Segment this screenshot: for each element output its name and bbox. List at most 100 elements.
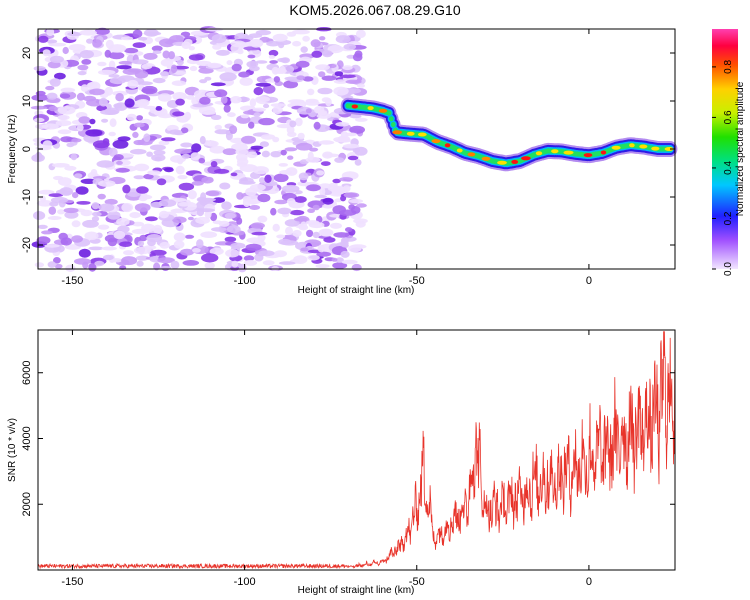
spectrogram-noise-blob xyxy=(137,240,145,247)
spectrogram-noise-blob xyxy=(231,260,239,268)
spectrogram-noise-blob xyxy=(152,224,163,234)
snr-y-tick-label: 2000 xyxy=(21,492,33,516)
spectrogram-noise-blob xyxy=(238,71,250,78)
spectrogram-signal-peak xyxy=(583,153,593,158)
spectrogram-noise-blob xyxy=(36,200,54,207)
spectrogram-noise-blob xyxy=(287,99,305,104)
spectrogram-noise-blob xyxy=(115,167,130,173)
spectrogram-noise-blob xyxy=(300,46,308,53)
spectrogram-noise-blob xyxy=(292,40,302,47)
spectrogram-noise-blob xyxy=(153,149,166,156)
spectrogram-noise-blob xyxy=(238,180,256,185)
spectrogram-noise-blob xyxy=(343,143,360,149)
spectrogram-noise-blob xyxy=(276,234,286,239)
spectrogram-noise-blob xyxy=(54,263,63,269)
spectrogram-noise-blob xyxy=(314,194,327,199)
spectrogram-noise-blob xyxy=(45,85,55,91)
spectrogram-noise-blob xyxy=(215,49,230,56)
spectrogram-noise-blob xyxy=(229,125,238,134)
spectrogram-signal-peak xyxy=(367,106,374,111)
colorbar-gradient xyxy=(712,29,738,269)
spectrogram-y-tick-label: 10 xyxy=(21,95,33,107)
spectrogram-noise-blob xyxy=(86,38,94,44)
spectrogram-noise-blob xyxy=(133,122,145,128)
spectrogram-noise-blob xyxy=(190,152,201,161)
spectrogram-noise-blob xyxy=(250,145,264,150)
spectrogram-noise-blob xyxy=(201,176,214,184)
spectrogram-noise-blob xyxy=(351,263,362,272)
spectrogram-noise-blob xyxy=(98,203,115,212)
spectrogram-noise-blob xyxy=(210,161,218,168)
spectrogram-noise-blob xyxy=(192,248,201,253)
spectrogram-noise-blob xyxy=(160,58,174,67)
spectrogram-noise-blob xyxy=(343,192,360,199)
spectrogram-noise-blob xyxy=(187,216,194,221)
spectrogram-noise-blob xyxy=(318,140,335,145)
snr-y-tick-label: 4000 xyxy=(21,426,33,450)
spectrogram-noise-blob xyxy=(212,197,225,204)
spectrogram-noise-blob xyxy=(311,50,323,58)
spectrogram-noise-blob xyxy=(205,190,220,197)
colorbar-tick-label: 0.6 xyxy=(723,110,734,124)
spectrogram-noise-blob xyxy=(227,112,236,118)
spectrogram-noise-blob xyxy=(97,193,106,200)
spectrogram-noise-blob xyxy=(60,87,76,93)
spectrogram-noise-blob xyxy=(54,72,66,80)
spectrogram-noise-blob xyxy=(335,122,350,127)
spectrogram-noise-blob xyxy=(71,235,83,243)
spectrogram-noise-blob xyxy=(224,212,236,219)
spectrogram-noise-blob xyxy=(160,71,170,77)
spectrogram-noise-blob xyxy=(60,237,72,246)
spectrogram-noise-blob xyxy=(235,148,249,155)
spectrogram-noise-blob xyxy=(316,251,332,257)
spectrogram-noise-blob xyxy=(339,74,356,79)
spectrogram-noise-blob xyxy=(133,139,145,146)
spectrogram-noise-blob xyxy=(59,187,73,196)
spectrogram-noise-blob xyxy=(74,173,83,179)
spectrogram-noise-blob xyxy=(62,46,69,55)
colorbar-tick-label: 0.8 xyxy=(723,60,734,74)
spectrogram-noise-blob xyxy=(35,152,43,162)
spectrogram-noise-blob xyxy=(345,227,353,233)
spectrogram-noise-blob xyxy=(334,71,344,77)
spectrogram-noise-blob xyxy=(332,262,348,269)
spectrogram-noise-blob xyxy=(117,136,131,142)
spectrogram-noise-blob xyxy=(323,237,336,243)
spectrogram-noise-blob xyxy=(356,203,367,208)
spectrogram-blobs xyxy=(30,26,678,273)
spectrogram-noise-blob xyxy=(307,88,315,96)
spectrogram-noise-blob xyxy=(210,82,226,87)
spectrogram-noise-blob xyxy=(109,77,126,85)
spectrogram-noise-blob xyxy=(300,247,309,252)
spectrogram-noise-blob xyxy=(182,260,200,266)
spectrogram-noise-blob xyxy=(57,177,72,186)
spectrogram-noise-blob xyxy=(273,76,281,83)
spectrogram-noise-blob xyxy=(191,143,202,153)
spectrogram-noise-blob xyxy=(307,200,325,209)
spectrogram-noise-blob xyxy=(38,189,55,195)
spectrogram-noise-blob xyxy=(157,93,172,102)
spectrogram-noise-blob xyxy=(81,59,92,65)
spectrogram-noise-blob xyxy=(71,220,81,228)
spectrogram-noise-blob xyxy=(276,124,293,129)
spectrogram-noise-blob xyxy=(42,140,53,149)
spectrogram-noise-blob xyxy=(214,129,231,135)
spectrogram-noise-blob xyxy=(42,49,51,57)
spectrogram-noise-blob xyxy=(147,239,156,247)
spectrogram-noise-blob xyxy=(341,259,358,265)
spectrogram-noise-blob xyxy=(334,138,352,143)
spectrogram-noise-blob xyxy=(204,76,212,81)
spectrogram-noise-blob xyxy=(97,69,116,76)
spectrogram-noise-blob xyxy=(222,148,237,156)
spectrogram-noise-blob xyxy=(31,94,50,101)
spectrogram-noise-blob xyxy=(293,217,308,222)
spectrogram-noise-blob xyxy=(214,89,228,98)
spectrogram-noise-blob xyxy=(307,254,320,261)
spectrogram-noise-blob xyxy=(261,150,270,158)
spectrogram-noise-blob xyxy=(345,132,357,137)
spectrogram-noise-blob xyxy=(187,190,197,200)
spectrogram-noise-blob xyxy=(175,165,185,175)
spectrogram-noise-blob xyxy=(334,157,345,163)
spectrogram-noise-blob xyxy=(292,229,302,237)
spectrogram-noise-blob xyxy=(304,100,320,106)
